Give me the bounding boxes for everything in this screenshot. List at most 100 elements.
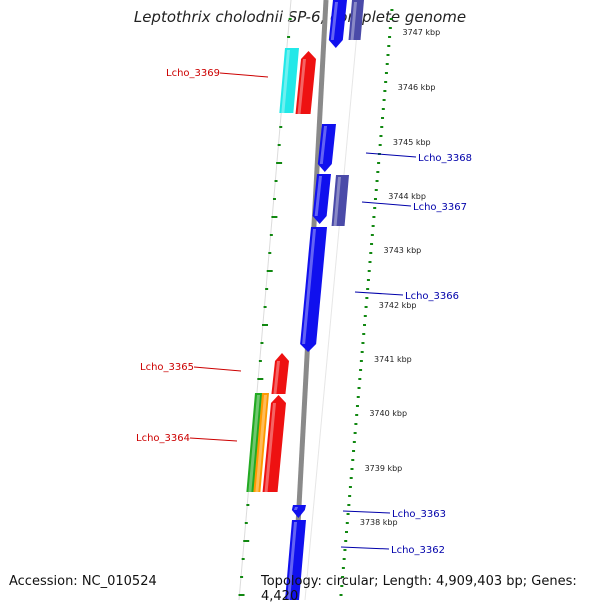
scale-label: 3742 kbp [379, 301, 417, 310]
scale-tick [241, 558, 245, 560]
scale-tick [350, 468, 354, 470]
scale-tick [344, 540, 348, 542]
scale-tick [384, 72, 388, 74]
scale-tick [386, 54, 390, 56]
scale-tick [244, 522, 248, 524]
scale-tick [340, 585, 344, 587]
scale-tick [354, 423, 358, 425]
gene-arrow-red [295, 51, 316, 114]
gene-arrow-slate-shine [333, 177, 341, 226]
gene-arrow-blue-shine [314, 176, 322, 216]
scale-tick [381, 108, 385, 110]
gene-arrow-green-shine [248, 395, 260, 492]
accession-text: Accession: NC_010524 [9, 574, 157, 589]
gene-arrow-blue [291, 505, 306, 518]
outer-rail-right [304, 0, 361, 600]
gene-arrow-blue [285, 520, 306, 600]
gene-label: Lcho_3369 [166, 68, 220, 79]
gene-arrow-cyan-shine [281, 50, 290, 113]
gene-leader-line [361, 201, 412, 207]
scale-tick [382, 99, 386, 101]
gene-arrow-blue [300, 227, 327, 352]
scale-label: 3741 kbp [374, 355, 412, 364]
gene-leader-line [340, 546, 390, 550]
scale-label: 3738 kbp [360, 518, 398, 527]
scale-tick [372, 216, 376, 218]
scale-tick [277, 144, 281, 146]
scale-tick [347, 504, 351, 506]
scale-tick [346, 513, 350, 515]
scale-tick [339, 594, 343, 596]
scale-tick [269, 234, 273, 236]
scale-tick [389, 18, 393, 20]
scale-tick [343, 549, 347, 551]
scale-tick [368, 261, 372, 263]
gene-arrow-cyan [279, 48, 299, 113]
scale-tick [373, 207, 377, 209]
gene-label: Lcho_3363 [392, 509, 446, 520]
scale-tick [276, 162, 283, 164]
scale-tick [366, 288, 370, 290]
scale-tick [348, 495, 352, 497]
gene-leader-line [354, 291, 404, 296]
scale-label: 3744 kbp [388, 192, 426, 201]
scale-tick [342, 558, 346, 560]
scale-tick [362, 333, 366, 335]
scale-tick [381, 117, 385, 119]
scale-tick [374, 189, 378, 191]
scale-tick [274, 180, 278, 182]
gene-arrow-red [262, 395, 286, 492]
scale-label: 3739 kbp [365, 464, 403, 473]
scale-tick [376, 171, 380, 173]
scale-tick [387, 45, 391, 47]
gene-arrow-blue [317, 124, 336, 172]
scale-tick [240, 576, 244, 578]
scale-tick [288, 18, 292, 20]
scale-tick [388, 27, 392, 29]
scale-tick [379, 135, 383, 137]
scale-tick [258, 360, 262, 362]
scale-tick [356, 396, 360, 398]
scale-tick [262, 324, 269, 326]
gene-arrow-red-shine [264, 403, 276, 492]
gene-label: Lcho_3365 [140, 362, 194, 373]
scale-label: 3740 kbp [369, 409, 407, 418]
scale-tick [367, 270, 371, 272]
scale-tick [353, 432, 357, 434]
scale-tick [351, 459, 355, 461]
gene-arrow-blue [328, 0, 347, 48]
scale-tick [388, 36, 392, 38]
gene-leader-line [189, 437, 238, 442]
gene-arrow-orange-shine [255, 395, 267, 492]
scale-tick [348, 486, 352, 488]
scale-tick [357, 387, 361, 389]
scale-tick [358, 378, 362, 380]
scale-tick [360, 351, 364, 353]
gene-arrow-blue-shine [330, 2, 338, 40]
gene-arrow-slate [331, 175, 349, 226]
gene-arrow-blue-shine [287, 522, 297, 600]
scale-tick [363, 324, 367, 326]
scale-tick [341, 576, 345, 578]
scale-tick [279, 126, 283, 128]
scale-tick [375, 180, 379, 182]
gene-arrow-blue-shine [302, 229, 316, 344]
scale-tick [365, 297, 369, 299]
scale-tick [268, 252, 272, 254]
scale-label: 3746 kbp [398, 83, 436, 92]
scale-tick [377, 162, 381, 164]
scale-tick [272, 198, 276, 200]
scale-tick [345, 522, 349, 524]
gene-label: Lcho_3368 [418, 153, 472, 164]
scale-label: 3743 kbp [384, 246, 422, 255]
scale-tick [352, 441, 356, 443]
scale-label: 3747 kbp [403, 28, 441, 37]
gene-label: Lcho_3362 [391, 545, 445, 556]
scale-tick [366, 279, 370, 281]
scale-tick [380, 126, 384, 128]
scale-tick [369, 252, 373, 254]
scale-tick [260, 342, 264, 344]
gene-label: Lcho_3367 [413, 202, 467, 213]
right-scale-ticks [339, 9, 394, 596]
map-title: Leptothrix cholodnii SP-6, complete geno… [133, 8, 467, 26]
